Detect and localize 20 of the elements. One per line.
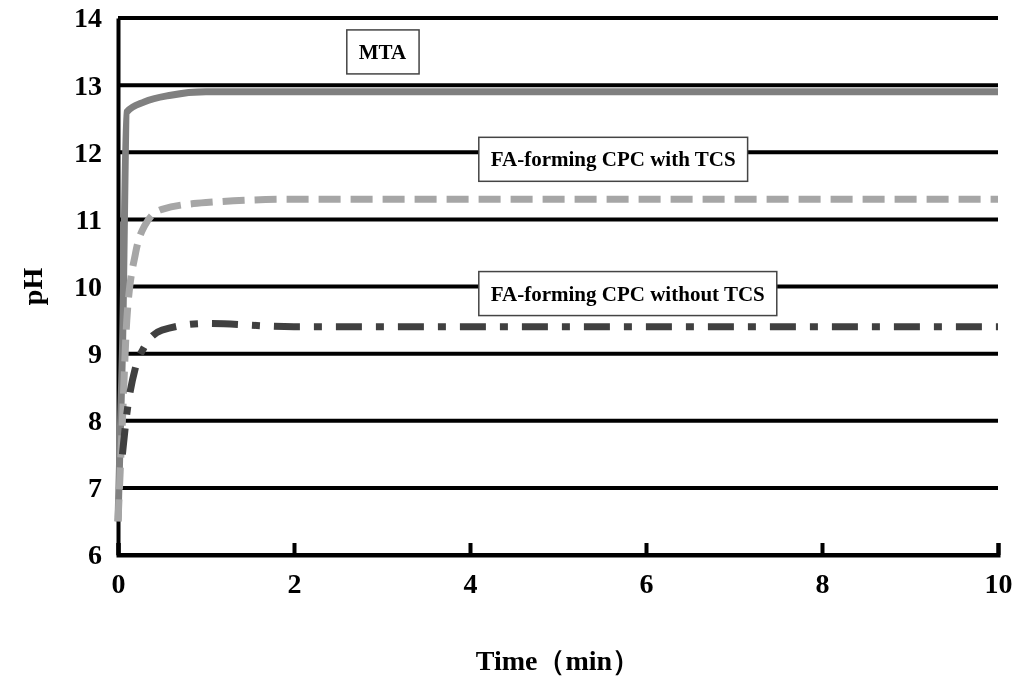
x-tick-label: 0: [111, 567, 126, 599]
y-tick-label: 6: [88, 539, 102, 571]
y-tick-label: 9: [88, 338, 102, 370]
y-tick-label: 14: [74, 2, 102, 34]
y-tick-label: 11: [75, 203, 102, 235]
x-tick-label: 10: [984, 567, 1013, 599]
x-tick-label: 4: [463, 567, 478, 599]
x-tick-label: 8: [815, 567, 830, 599]
series-label: FA-forming CPC with TCS: [490, 147, 736, 172]
series-label: FA-forming CPC without TCS: [490, 281, 765, 306]
y-axis-title: pH: [17, 267, 48, 306]
x-tick-label: 2: [287, 567, 302, 599]
y-tick-label: 13: [74, 69, 102, 101]
y-tick-label: 10: [74, 270, 102, 302]
series-label: MTA: [358, 39, 408, 64]
x-tick-label: 6: [639, 567, 654, 599]
x-axis-title: Time（min）: [475, 645, 641, 676]
y-tick-label: 8: [88, 405, 102, 437]
y-tick-label: 7: [88, 472, 102, 504]
y-tick-label: 12: [74, 136, 102, 168]
